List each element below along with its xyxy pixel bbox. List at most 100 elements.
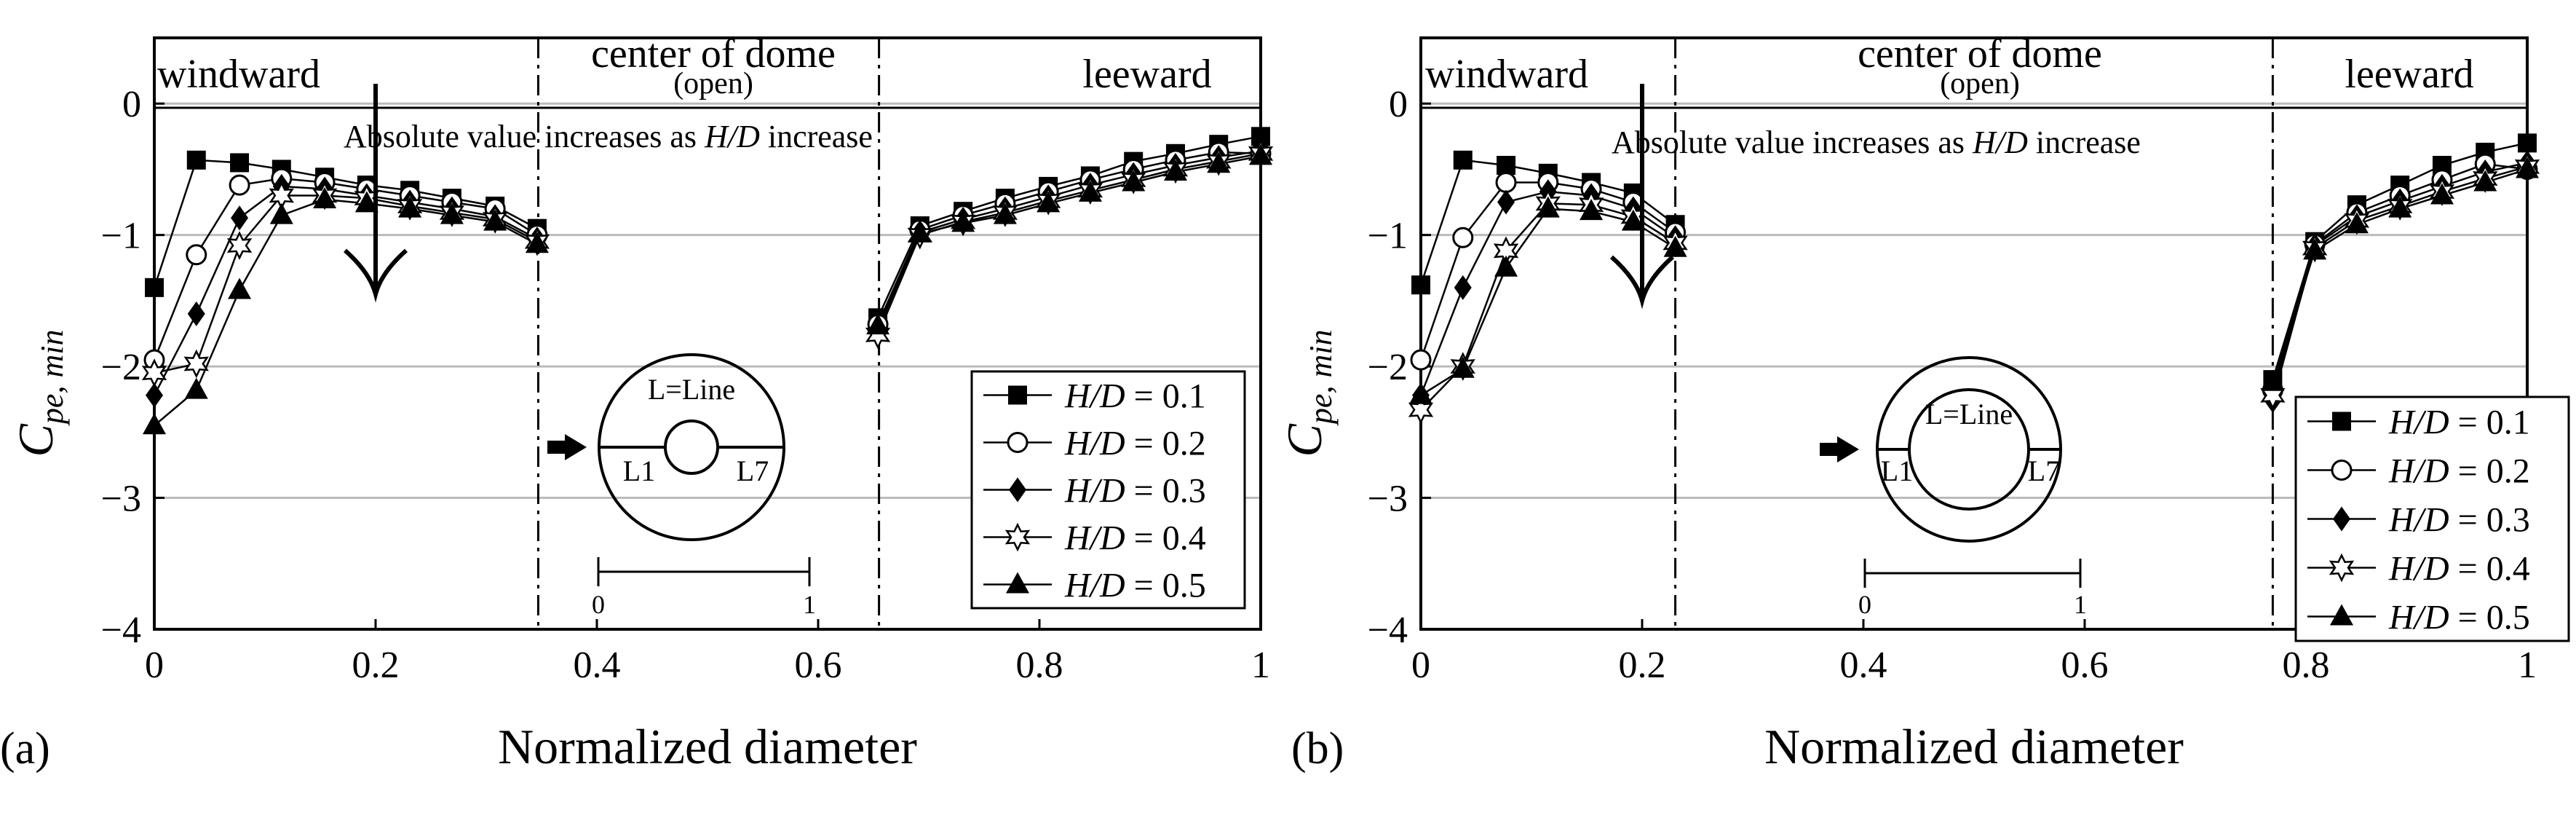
legend-a: H/D = 0.1H/D = 0.2H/D = 0.3H/D = 0.4H/D … bbox=[970, 370, 1246, 610]
y-tick-label: −1 bbox=[1368, 216, 1408, 257]
region-leeward-b: leeward bbox=[2345, 52, 2473, 97]
legend-label: H/D = 0.5 bbox=[1064, 567, 1206, 605]
x-tick-label: 0.8 bbox=[2283, 645, 2330, 686]
data-point bbox=[2518, 133, 2537, 153]
x-tick-label: 0.6 bbox=[795, 645, 842, 686]
data-point bbox=[398, 196, 422, 218]
annotation-b: Absolute value increases as H/D increase bbox=[1612, 125, 2141, 160]
ylabel-b: Cpe, min bbox=[1277, 330, 1339, 457]
axis-ticks-b: −4 −3 −2 −1 0 0 0.2 0.4 0.6 0.8 1 bbox=[1368, 36, 2537, 686]
down-arrow-icon bbox=[1610, 84, 1674, 310]
y-tick-label: 0 bbox=[1389, 84, 1408, 125]
plot-area-a bbox=[141, 84, 1274, 435]
legend-label-value: = 0.4 bbox=[2449, 550, 2530, 588]
data-point bbox=[908, 221, 932, 243]
series-line bbox=[154, 198, 538, 427]
panel-label-a: (a) bbox=[0, 724, 50, 773]
data-point bbox=[1122, 170, 1146, 192]
data-point bbox=[1663, 235, 1687, 257]
inset-line-label: L=Line bbox=[648, 373, 735, 406]
legend-marker bbox=[2332, 412, 2351, 431]
region-center-sub-a: (open) bbox=[673, 67, 753, 101]
region-center-b: center of dome bbox=[1858, 31, 2102, 76]
legend-label-var: H/D bbox=[2388, 599, 2449, 637]
y-tick-label: −1 bbox=[101, 216, 141, 257]
x-tick-label: 0.4 bbox=[574, 645, 621, 686]
legend-marker bbox=[2329, 553, 2355, 583]
series-line bbox=[153, 159, 538, 288]
legend-label-value: = 0.2 bbox=[2449, 452, 2530, 491]
data-point bbox=[483, 209, 507, 231]
data-point bbox=[143, 413, 166, 435]
data-point bbox=[183, 349, 209, 379]
data-point bbox=[2516, 157, 2539, 178]
y-tick-label: −2 bbox=[1368, 347, 1408, 388]
data-point bbox=[1078, 180, 1102, 202]
y-tick-label: 0 bbox=[122, 84, 141, 125]
data-point bbox=[184, 377, 208, 399]
data-point bbox=[186, 150, 206, 170]
annotation-emph: H/D bbox=[704, 119, 760, 154]
data-point bbox=[525, 232, 549, 253]
ylabel-main: C bbox=[1277, 423, 1332, 457]
data-point bbox=[146, 382, 163, 408]
plot-frame bbox=[153, 36, 1262, 631]
data-point bbox=[1621, 209, 1645, 231]
data-point bbox=[186, 244, 207, 266]
inset-l7-label: L7 bbox=[2028, 454, 2060, 487]
series-line bbox=[876, 151, 1261, 325]
legend-label-var: H/D bbox=[2388, 501, 2449, 540]
annotation-suffix: increase bbox=[2028, 125, 2141, 160]
scale-end-label: 1 bbox=[803, 590, 816, 619]
x-tick-label: 0.4 bbox=[1840, 645, 1887, 686]
x-tick-label: 0.6 bbox=[2061, 645, 2109, 686]
data-point bbox=[231, 205, 249, 231]
series-line bbox=[876, 155, 1261, 326]
plot-area-b bbox=[1408, 84, 2540, 425]
data-point bbox=[1497, 189, 1515, 215]
legend-label-value: = 0.3 bbox=[2449, 501, 2530, 540]
legend-marker bbox=[2333, 506, 2350, 532]
legend-label-value: = 0.5 bbox=[2449, 599, 2530, 637]
data-point bbox=[354, 191, 379, 213]
scale-start-label: 0 bbox=[592, 590, 605, 619]
legend-marker bbox=[2330, 604, 2353, 626]
data-point bbox=[313, 186, 337, 208]
scale-end-label: 1 bbox=[2074, 590, 2087, 619]
dome-schematic-a: L=Line L1 L7 0 1 bbox=[547, 353, 816, 619]
data-point bbox=[1452, 227, 1474, 248]
x-tick-label: 1 bbox=[2518, 645, 2537, 686]
data-point bbox=[269, 202, 293, 224]
x-tick-label: 0.2 bbox=[1619, 645, 1666, 686]
legend-label-var: H/D bbox=[1064, 425, 1125, 463]
region-windward-b: windward bbox=[1425, 52, 1588, 97]
data-point bbox=[951, 210, 975, 232]
data-point bbox=[141, 358, 167, 387]
region-windward-a: windward bbox=[157, 52, 320, 97]
x-tick-label: 0.8 bbox=[1016, 645, 1063, 686]
legend-marker bbox=[1006, 572, 1029, 594]
panel-b: (b) Normalized diameter Cpe, min −4−3−2−… bbox=[1277, 31, 2570, 774]
wind-arrow-icon bbox=[547, 434, 587, 460]
data-point bbox=[226, 231, 253, 260]
legend-marker bbox=[1004, 522, 1031, 552]
data-point bbox=[1410, 349, 1432, 371]
annotation-prefix: Absolute value increases as bbox=[344, 119, 705, 154]
ylabel-sub: pe, min bbox=[1303, 330, 1339, 427]
down-arrow-icon bbox=[344, 84, 408, 303]
y-tick-label: −3 bbox=[1368, 479, 1408, 520]
data-point bbox=[228, 277, 252, 299]
data-point bbox=[1207, 151, 1231, 173]
data-point bbox=[865, 320, 891, 350]
legend-label-var: H/D bbox=[1064, 567, 1125, 605]
inset-l1-label: L1 bbox=[623, 454, 655, 487]
legend-label: H/D = 0.2 bbox=[2388, 452, 2530, 491]
series-line bbox=[876, 135, 1261, 318]
y-tick-label: −2 bbox=[101, 347, 141, 388]
legend-label: H/D = 0.5 bbox=[2388, 599, 2530, 637]
series-line bbox=[153, 185, 538, 396]
legend-label-var: H/D bbox=[2388, 403, 2449, 442]
legend-label: H/D = 0.2 bbox=[1064, 425, 1206, 463]
